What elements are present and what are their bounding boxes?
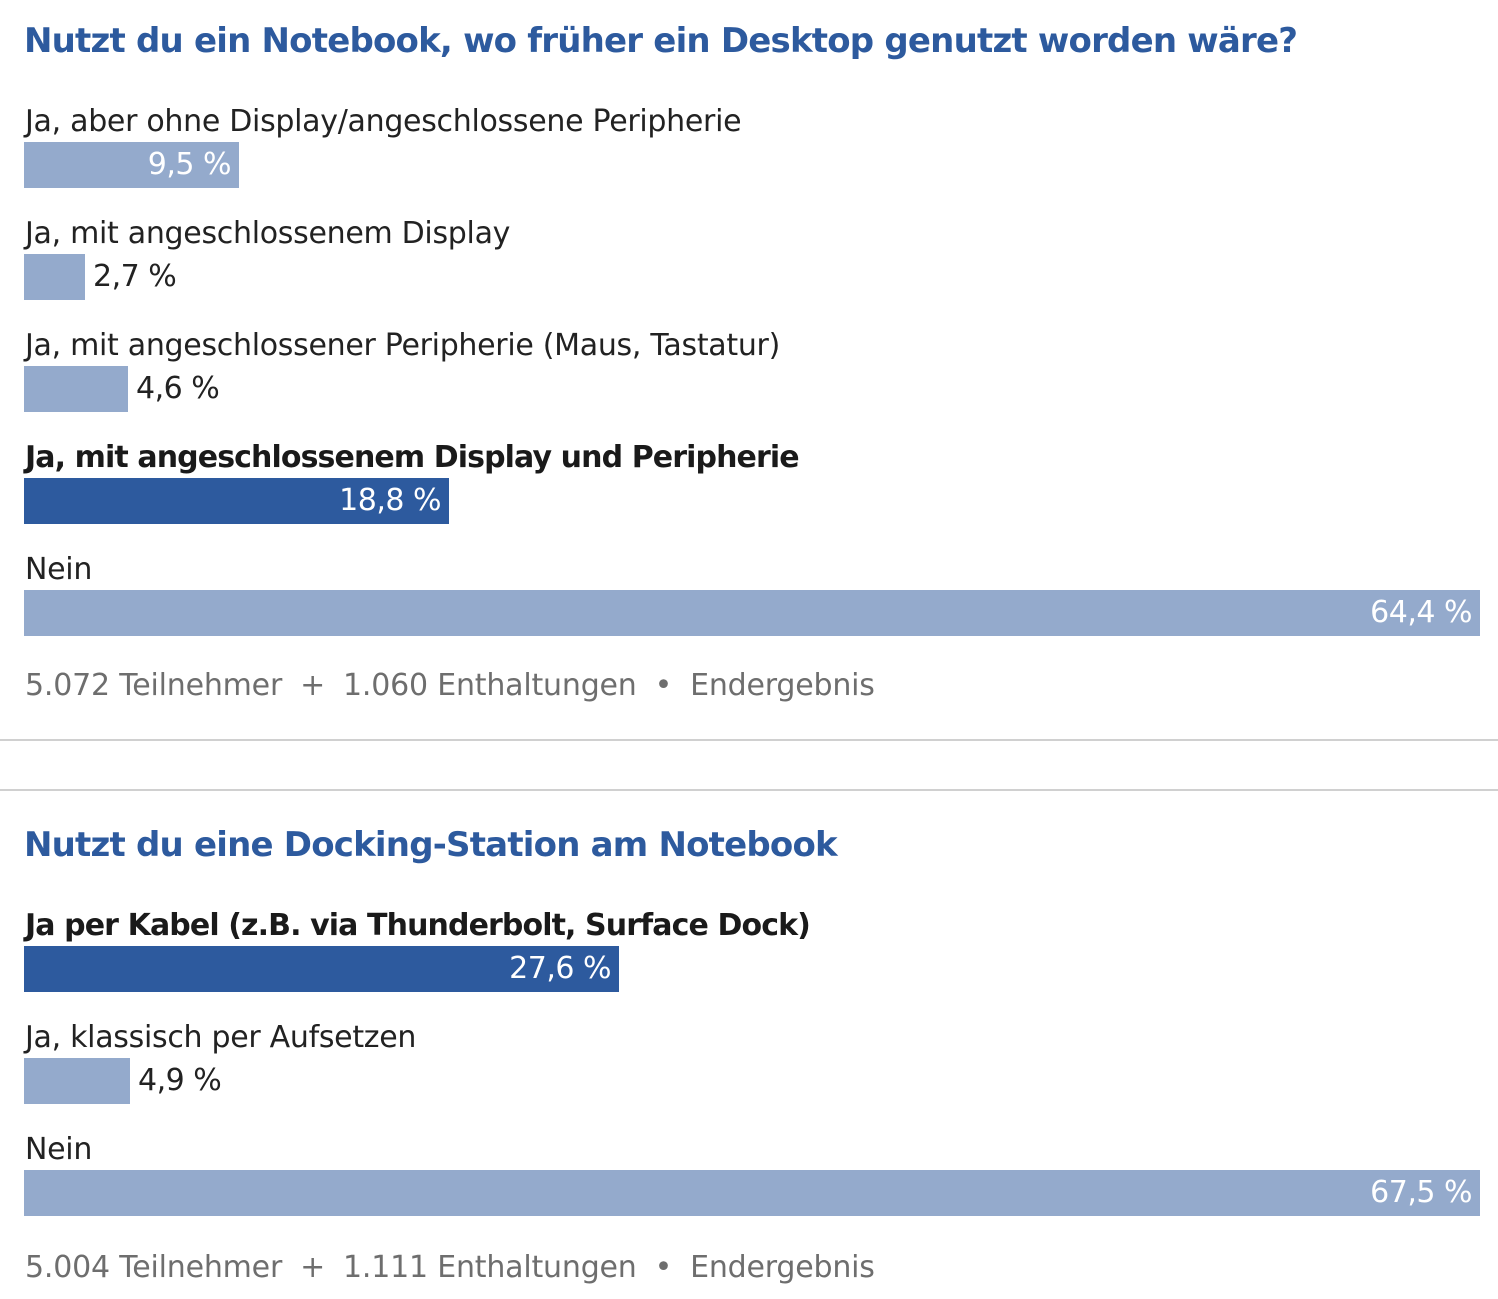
result-bar xyxy=(24,366,128,412)
poll-options: Ja per Kabel (z.B. via Thunderbolt, Surf… xyxy=(24,872,1480,1216)
bar-value-label: 2,7 % xyxy=(93,259,177,294)
option-label: Nein xyxy=(25,1132,93,1167)
option-label: Ja, aber ohne Display/angeschlossene Per… xyxy=(25,104,742,139)
bar-track: 67,5 % xyxy=(24,1170,1480,1216)
dot-separator: • xyxy=(654,668,673,703)
poll-footer: 5.072 Teilnehmer +1.060 Enthaltungen • Ende… xyxy=(25,666,875,706)
result-bar xyxy=(24,254,85,300)
poll-option: Ja, aber ohne Display/angeschlossene Per… xyxy=(24,68,1480,188)
poll-option: Ja, mit angeschlossenem Display und Peri… xyxy=(24,404,1480,524)
poll-option: Ja, mit angeschlossener Peripherie (Maus… xyxy=(24,292,1480,412)
option-label: Ja, mit angeschlossenem Display xyxy=(25,216,511,251)
option-label: Nein xyxy=(25,552,93,587)
bar-value-label: 67,5 % xyxy=(1370,1175,1472,1210)
bar-track: 64,4 % xyxy=(24,590,1480,636)
poll-status: Endergebnis xyxy=(690,668,875,703)
option-label: Ja, mit angeschlossenem Display und Peri… xyxy=(25,440,800,475)
poll-title: Nutzt du eine Docking-Station am Noteboo… xyxy=(24,825,838,865)
bar-track: 4,6 % xyxy=(24,366,1480,412)
poll-docking-station: Nutzt du eine Docking-Station am Noteboo… xyxy=(24,818,1480,1285)
result-bar xyxy=(24,946,619,992)
bar-value-label: 64,4 % xyxy=(1370,595,1472,630)
plus-separator: + xyxy=(300,668,326,703)
participants-count: 5.004 Teilnehmer xyxy=(25,1250,283,1285)
bar-value-label: 18,8 % xyxy=(339,483,441,518)
poll-status: Endergebnis xyxy=(690,1250,875,1285)
poll-title: Nutzt du ein Notebook, wo früher ein Des… xyxy=(24,21,1298,61)
poll-options: Ja, aber ohne Display/angeschlossene Per… xyxy=(24,68,1480,636)
section-divider xyxy=(0,789,1498,791)
bar-track: 2,7 % xyxy=(24,254,1480,300)
bar-track: 9,5 % xyxy=(24,142,1480,188)
result-bar xyxy=(24,1170,1480,1216)
bar-track: 18,8 % xyxy=(24,478,1480,524)
option-label: Ja, mit angeschlossener Peripherie (Maus… xyxy=(25,328,780,363)
abstentions-count: 1.111 Enthaltungen xyxy=(343,1250,637,1285)
option-label: Ja per Kabel (z.B. via Thunderbolt, Surf… xyxy=(25,908,811,943)
bar-value-label: 4,9 % xyxy=(138,1063,222,1098)
dot-separator: • xyxy=(654,1250,673,1285)
poll-option: Ja, mit angeschlossenem Display 2,7 % xyxy=(24,180,1480,300)
poll-option: Ja per Kabel (z.B. via Thunderbolt, Surf… xyxy=(24,872,1480,992)
bar-value-label: 27,6 % xyxy=(509,951,611,986)
result-bar xyxy=(24,142,239,188)
poll-option: Ja, klassisch per Aufsetzen 4,9 % xyxy=(24,984,1480,1104)
result-bar xyxy=(24,590,1480,636)
bar-value-label: 4,6 % xyxy=(136,371,220,406)
abstentions-count: 1.060 Enthaltungen xyxy=(343,668,637,703)
poll-option: Nein 64,4 % xyxy=(24,516,1480,636)
plus-separator: + xyxy=(300,1250,326,1285)
section-divider xyxy=(0,739,1498,741)
bar-track: 4,9 % xyxy=(24,1058,1480,1104)
poll-notebook-instead-of-desktop: Nutzt du ein Notebook, wo früher ein Des… xyxy=(24,14,1480,703)
poll-option: Nein 67,5 % xyxy=(24,1096,1480,1216)
result-bar xyxy=(24,1058,130,1104)
poll-footer: 5.004 Teilnehmer +1.111 Enthaltungen • Ende… xyxy=(25,1248,875,1288)
participants-count: 5.072 Teilnehmer xyxy=(25,668,283,703)
bar-value-label: 9,5 % xyxy=(147,147,232,182)
option-label: Ja, klassisch per Aufsetzen xyxy=(25,1020,417,1055)
result-bar xyxy=(24,478,449,524)
bar-track: 27,6 % xyxy=(24,946,1480,992)
